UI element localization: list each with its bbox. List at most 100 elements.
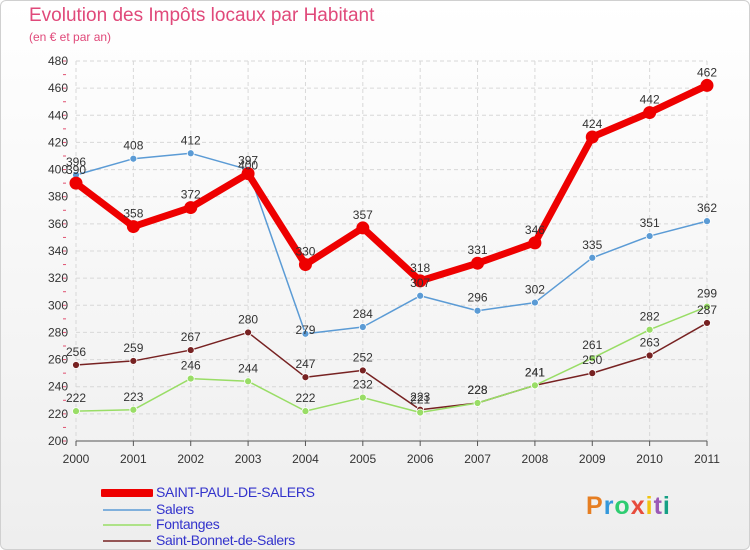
data-point xyxy=(645,325,654,334)
x-tick-label: 2000 xyxy=(63,452,90,466)
data-label: 351 xyxy=(640,216,660,230)
data-point xyxy=(72,407,80,416)
y-tick-label: 380 xyxy=(48,190,68,204)
data-label: 330 xyxy=(295,245,315,259)
proxiti-logo: Proxiti xyxy=(586,492,671,521)
data-label: 299 xyxy=(697,287,717,301)
data-label: 400 xyxy=(238,159,258,173)
data-point xyxy=(301,329,310,338)
data-point xyxy=(72,361,80,369)
data-label: 259 xyxy=(123,341,143,355)
data-label: 244 xyxy=(238,361,258,375)
data-point xyxy=(186,374,195,383)
data-point xyxy=(129,357,138,365)
data-label: 282 xyxy=(640,310,660,324)
x-tick-label: 2004 xyxy=(292,452,319,466)
data-point xyxy=(588,369,597,378)
grid xyxy=(75,60,708,442)
data-point xyxy=(700,78,714,92)
data-point xyxy=(69,176,83,190)
data-label: 412 xyxy=(181,133,201,147)
y-tick-label: 440 xyxy=(48,108,68,122)
data-label: 462 xyxy=(697,65,717,79)
brand-letter: i xyxy=(645,492,654,520)
chart-subtitle: (en € et par an) xyxy=(29,30,112,44)
data-point xyxy=(241,167,255,181)
data-point xyxy=(588,354,597,363)
data-point xyxy=(416,291,425,300)
data-label: 267 xyxy=(181,330,201,344)
data-point xyxy=(298,258,312,272)
data-point xyxy=(413,274,427,288)
y-tick-label: 420 xyxy=(48,135,68,149)
data-point xyxy=(645,351,654,360)
x-tick-label: 2010 xyxy=(636,452,663,466)
data-label: 261 xyxy=(582,338,602,352)
data-label: 222 xyxy=(295,391,315,405)
data-label: 357 xyxy=(353,208,373,222)
data-point xyxy=(531,298,539,307)
data-label: 250 xyxy=(582,353,602,367)
data-point xyxy=(585,130,599,144)
data-label: 397 xyxy=(238,154,258,168)
series xyxy=(69,78,714,417)
data-label: 256 xyxy=(66,345,86,359)
y-tick-label: 480 xyxy=(48,54,68,68)
y-tick-label: 400 xyxy=(48,163,68,177)
legend-label: Saint-Bonnet-de-Salers xyxy=(156,532,295,548)
data-point xyxy=(184,201,198,215)
data-point xyxy=(473,399,482,407)
y-tick-label: 460 xyxy=(48,81,68,95)
data-label: 223 xyxy=(123,390,143,404)
data-label: 241 xyxy=(525,365,545,379)
y-tick-label: 240 xyxy=(48,380,68,394)
data-label: 263 xyxy=(640,336,660,350)
data-label: 222 xyxy=(66,391,86,405)
data-label: 280 xyxy=(238,312,258,326)
legend-label: Fontanges xyxy=(156,516,220,532)
y-tick-label: 340 xyxy=(48,244,68,258)
brand-letter: o xyxy=(614,492,631,520)
axes: 200 220 240 260 280 300 320 340 360 380 400 420 440 4… xyxy=(48,54,720,466)
data-point xyxy=(703,217,711,226)
data-point xyxy=(416,408,425,417)
data-point xyxy=(126,220,140,234)
brand-letter: i xyxy=(662,492,671,520)
x-tick-label: 2002 xyxy=(177,452,204,466)
x-tick-label: 2011 xyxy=(694,452,720,466)
data-point xyxy=(358,323,367,331)
data-label: 284 xyxy=(353,307,373,321)
data-label: 223 xyxy=(410,390,430,404)
data-label: 307 xyxy=(410,276,430,290)
data-label: 252 xyxy=(353,350,373,364)
data-label: 408 xyxy=(123,139,143,153)
data-label: 296 xyxy=(468,291,488,305)
data-point xyxy=(531,381,539,390)
data-point xyxy=(356,221,370,235)
data-label: 241 xyxy=(525,365,545,379)
data-label: 346 xyxy=(525,223,545,237)
data-label: 246 xyxy=(181,359,201,373)
data-label: 396 xyxy=(66,155,86,169)
legend-swatch xyxy=(101,489,153,497)
data-point xyxy=(129,405,138,414)
data-label: 302 xyxy=(525,283,545,297)
data-label: 287 xyxy=(697,303,717,317)
data-point xyxy=(703,319,711,327)
x-tick-label: 2008 xyxy=(522,452,549,466)
data-point xyxy=(588,253,597,262)
brand-letter: x xyxy=(630,492,646,520)
data-point xyxy=(528,236,542,250)
data-label: 247 xyxy=(295,357,315,371)
data-point xyxy=(186,346,195,354)
data-point xyxy=(186,149,195,158)
brand-letter: P xyxy=(586,492,604,520)
legend-swatch xyxy=(103,540,151,542)
data-label: 232 xyxy=(353,378,373,392)
data-point xyxy=(129,154,138,163)
data-label: 335 xyxy=(582,238,602,252)
y-tick-label: 260 xyxy=(48,353,68,367)
chart-title: Evolution des Impôts locaux par Habitant xyxy=(29,5,375,26)
x-tick-label: 2003 xyxy=(235,452,262,466)
